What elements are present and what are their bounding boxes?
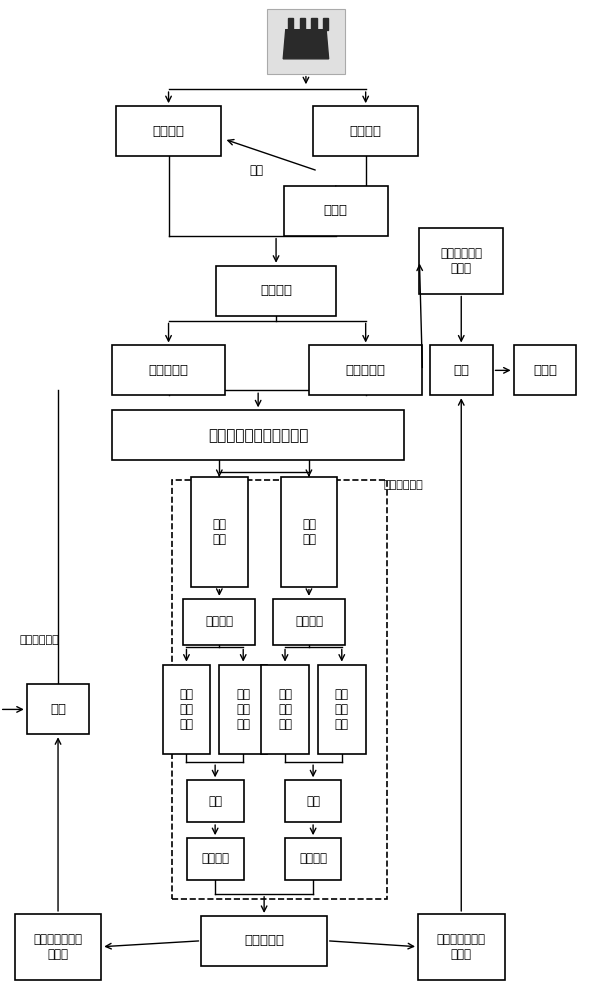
Bar: [187, 838, 244, 880]
Text: 分类网络: 分类网络: [201, 852, 229, 865]
Bar: [27, 684, 90, 734]
Text: 训练集预测的手
势标签: 训练集预测的手 势标签: [33, 933, 82, 961]
Polygon shape: [300, 18, 305, 30]
Bar: [419, 228, 503, 294]
Text: 测试集预测的手
势标签: 测试集预测的手 势标签: [437, 933, 486, 961]
Text: 运动
特征: 运动 特征: [302, 518, 316, 546]
Bar: [285, 780, 341, 822]
Text: 肌电特征和运动特征提取: 肌电特征和运动特征提取: [208, 428, 308, 443]
Text: 运动数据: 运动数据: [350, 125, 382, 138]
Bar: [15, 914, 101, 980]
Polygon shape: [311, 18, 316, 30]
Text: 更新模型参数: 更新模型参数: [19, 635, 59, 645]
Text: 测试数据集: 测试数据集: [345, 364, 385, 377]
Text: 数据分割: 数据分割: [260, 284, 292, 297]
Text: 测试数据的手
势标签: 测试数据的手 势标签: [440, 247, 482, 275]
Polygon shape: [288, 18, 293, 30]
Text: 训练数据集: 训练数据集: [148, 364, 188, 377]
Text: 同步: 同步: [249, 164, 263, 177]
Polygon shape: [283, 30, 328, 59]
Bar: [267, 9, 345, 74]
Bar: [112, 345, 225, 395]
Bar: [318, 665, 365, 754]
Text: 上采样: 上采样: [324, 204, 348, 217]
Bar: [184, 599, 255, 645]
Bar: [309, 345, 422, 395]
Text: 运动
浅层
特征: 运动 浅层 特征: [335, 688, 349, 731]
Text: 运动分支: 运动分支: [295, 615, 323, 628]
Bar: [219, 665, 267, 754]
Bar: [112, 410, 404, 460]
Text: 评估: 评估: [453, 364, 469, 377]
Bar: [284, 186, 388, 236]
Bar: [116, 106, 221, 156]
Text: 运动
浅层
特征: 运动 浅层 特征: [278, 688, 292, 731]
Bar: [281, 477, 338, 587]
Text: 肌电
深层
特征: 肌电 深层 特征: [236, 688, 250, 731]
Bar: [191, 477, 248, 587]
Bar: [187, 780, 244, 822]
Text: 识别率: 识别率: [533, 364, 557, 377]
Text: 决策层融合: 决策层融合: [244, 934, 284, 947]
Text: 分类网络: 分类网络: [299, 852, 327, 865]
Text: 肌电分支: 肌电分支: [205, 615, 233, 628]
Bar: [430, 345, 493, 395]
Text: 肌电
浅层
特征: 肌电 浅层 特征: [179, 688, 193, 731]
Text: 肌电
特征: 肌电 特征: [212, 518, 226, 546]
Text: 肌电数据: 肌电数据: [153, 125, 185, 138]
Bar: [513, 345, 576, 395]
Text: 融合: 融合: [306, 795, 320, 808]
Bar: [261, 665, 309, 754]
Bar: [418, 914, 505, 980]
Bar: [313, 106, 418, 156]
Text: 训练: 训练: [50, 703, 66, 716]
Bar: [171, 480, 387, 899]
Bar: [216, 266, 336, 316]
Bar: [162, 665, 210, 754]
Bar: [285, 838, 341, 880]
Text: 融合: 融合: [208, 795, 222, 808]
Polygon shape: [323, 18, 328, 30]
Text: 手势识别模型: 手势识别模型: [384, 480, 424, 490]
Bar: [201, 916, 327, 966]
Bar: [273, 599, 345, 645]
